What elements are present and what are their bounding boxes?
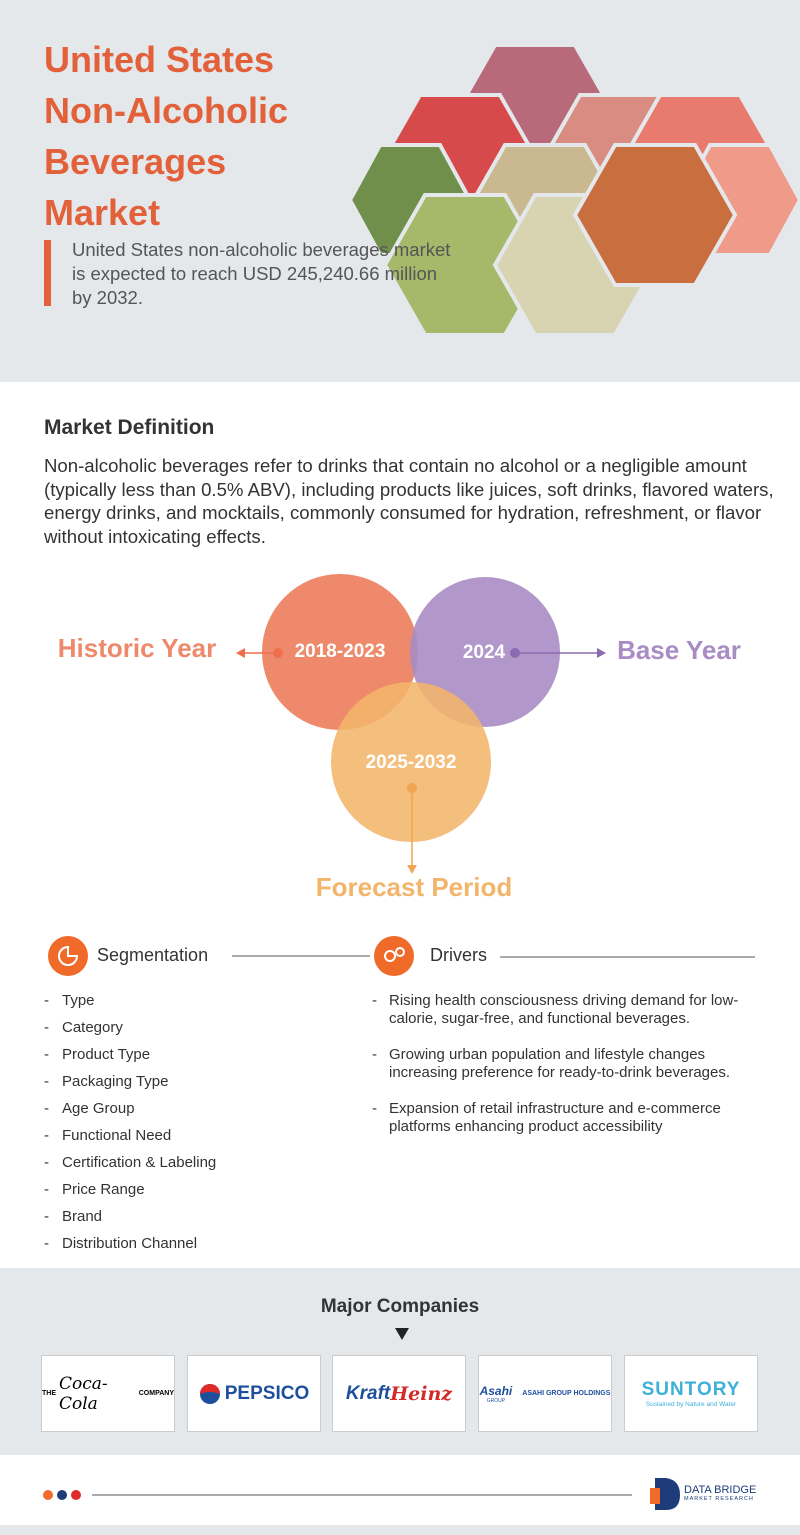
subtitle: United States non-alcoholic beverages ma… bbox=[72, 239, 451, 308]
segment-text: Age Group bbox=[62, 1100, 135, 1117]
segment-item: - Packaging Type bbox=[44, 1073, 216, 1100]
drivers-heading: Drivers bbox=[430, 945, 487, 965]
bullet: - bbox=[44, 992, 49, 1009]
segment-item: - Distribution Channel bbox=[44, 1235, 216, 1262]
segment-text: Packaging Type bbox=[62, 1073, 169, 1090]
company-logo: THE Coca-Cola COMPANY bbox=[41, 1355, 175, 1432]
segment-text: Category bbox=[62, 1019, 123, 1036]
logo-text: Coca-Cola bbox=[59, 1373, 108, 1414]
logo-text: THE bbox=[42, 1390, 56, 1397]
segmentation-heading: Segmentation bbox=[97, 945, 209, 965]
segment-item: - Price Range bbox=[44, 1181, 216, 1208]
historic-label: Historic Year bbox=[58, 633, 217, 663]
segment-item: - Type bbox=[44, 992, 216, 1019]
logo-text: Sustained by Nature and Water bbox=[645, 1401, 737, 1408]
companies-heading: Major Companies bbox=[320, 1296, 480, 1317]
segment-text: Brand bbox=[62, 1208, 103, 1225]
bullet: - bbox=[44, 1073, 49, 1090]
segment-text: Certification & Labeling bbox=[62, 1154, 217, 1171]
timeline: Historic Year 2018-2023 2024 Base Year 2… bbox=[58, 633, 741, 902]
title: United States Non-Alcoholic Beverages Marke… bbox=[44, 34, 288, 238]
segment-item: - Age Group bbox=[44, 1100, 216, 1127]
company-logo: Asahi GROUP ASAHI GROUP HOLDINGS bbox=[478, 1355, 612, 1432]
historic-years: 2018-2023 bbox=[295, 641, 386, 662]
segment-item: - Functional Need bbox=[44, 1127, 216, 1154]
bullet: - bbox=[372, 1100, 377, 1117]
base-label: Base Year bbox=[617, 635, 741, 665]
segment-item: - Product Type bbox=[44, 1046, 216, 1073]
logo-text: GROUP bbox=[486, 1397, 506, 1404]
forecast-years: 2025-2032 bbox=[366, 752, 457, 773]
bullet: - bbox=[44, 1208, 49, 1225]
segment-item: - Category bbox=[44, 1019, 216, 1046]
segment-item: - Brand bbox=[44, 1208, 216, 1235]
company-logo: Kraft Heinz bbox=[332, 1355, 466, 1432]
section-heading: Market Definition bbox=[44, 416, 215, 439]
company-logo: SUNTORY Sustained by Nature and Water bbox=[624, 1355, 758, 1432]
bullet: - bbox=[44, 1127, 49, 1144]
brand-tagline: MARKET RESEARCH bbox=[684, 1496, 754, 1502]
footer-brand: DATA BRIDGE MARKET RESEARCH bbox=[684, 1484, 756, 1502]
segment-text: Product Type bbox=[62, 1046, 151, 1063]
segment-text: Distribution Channel bbox=[62, 1235, 198, 1252]
logo-text: PEPSICO bbox=[224, 1382, 310, 1404]
logo-text: Asahi bbox=[479, 1383, 513, 1398]
logo-text: ASAHI GROUP HOLDINGS bbox=[522, 1390, 611, 1397]
logo-text: Heinz bbox=[390, 1382, 453, 1405]
driver-item: - Expansion of retail infrastructure and … bbox=[372, 1100, 757, 1136]
bullet: - bbox=[44, 1181, 49, 1198]
segment-text: Price Range bbox=[62, 1181, 145, 1198]
base-years: 2024 bbox=[463, 642, 506, 663]
segment-item: - Certification & Labeling bbox=[44, 1154, 216, 1181]
title-line: Market bbox=[44, 192, 161, 233]
segment-text: Functional Need bbox=[62, 1127, 172, 1144]
forecast-label: Forecast Period bbox=[316, 872, 513, 902]
segment-text: Type bbox=[62, 992, 95, 1009]
bullet: - bbox=[44, 1100, 49, 1117]
bullet: - bbox=[44, 1046, 49, 1063]
title-line: Non-Alcoholic bbox=[44, 90, 288, 131]
logo-text: COMPANY bbox=[138, 1390, 174, 1397]
drivers-list: - Rising health consciousness driving dem… bbox=[372, 992, 757, 1154]
title-line: Beverages bbox=[44, 141, 227, 182]
logo-icon bbox=[199, 1383, 220, 1404]
bullet: - bbox=[44, 1154, 49, 1171]
bullet: - bbox=[372, 992, 377, 1009]
bullet: - bbox=[372, 1046, 377, 1063]
logo-text: Kraft bbox=[345, 1382, 391, 1404]
driver-text: Expansion of retail infrastructure and e… bbox=[389, 1100, 721, 1135]
brand-name: DATA BRIDGE bbox=[684, 1484, 757, 1496]
driver-text: Rising health consciousness driving dema… bbox=[389, 992, 739, 1027]
driver-item: - Growing urban population and lifestyle … bbox=[372, 1046, 757, 1082]
bullet: - bbox=[44, 1019, 49, 1036]
company-logo: PEPSICO bbox=[187, 1355, 321, 1432]
title-line: United States bbox=[44, 39, 275, 80]
segmentation-list: - Type - Category - Product Type - Packaging Ty… bbox=[44, 992, 216, 1262]
bullet: - bbox=[44, 1235, 49, 1252]
logo-text: SUNTORY bbox=[641, 1379, 741, 1400]
driver-item: - Rising health consciousness driving dem… bbox=[372, 992, 757, 1028]
definition-text: Non-alcoholic beverages refer to drinks … bbox=[44, 455, 774, 547]
driver-text: Growing urban population and lifestyle c… bbox=[389, 1046, 731, 1081]
